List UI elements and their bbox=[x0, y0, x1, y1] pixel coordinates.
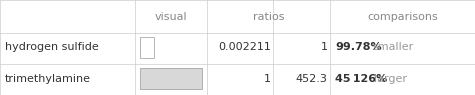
Text: trimethylamine: trimethylamine bbox=[5, 74, 91, 84]
FancyBboxPatch shape bbox=[140, 68, 202, 89]
Text: 99.78%: 99.78% bbox=[335, 42, 381, 53]
Text: comparisons: comparisons bbox=[367, 12, 438, 22]
Text: visual: visual bbox=[155, 12, 187, 22]
Text: 452.3: 452.3 bbox=[296, 74, 328, 84]
FancyBboxPatch shape bbox=[140, 37, 154, 58]
Text: 1: 1 bbox=[264, 74, 271, 84]
Text: hydrogen sulfide: hydrogen sulfide bbox=[5, 42, 98, 53]
Text: 0.002211: 0.002211 bbox=[218, 42, 271, 53]
Text: ratios: ratios bbox=[253, 12, 284, 22]
Text: 45 126%: 45 126% bbox=[335, 74, 387, 84]
Text: 1: 1 bbox=[321, 42, 328, 53]
Text: larger: larger bbox=[374, 74, 407, 84]
Text: smaller: smaller bbox=[373, 42, 414, 53]
